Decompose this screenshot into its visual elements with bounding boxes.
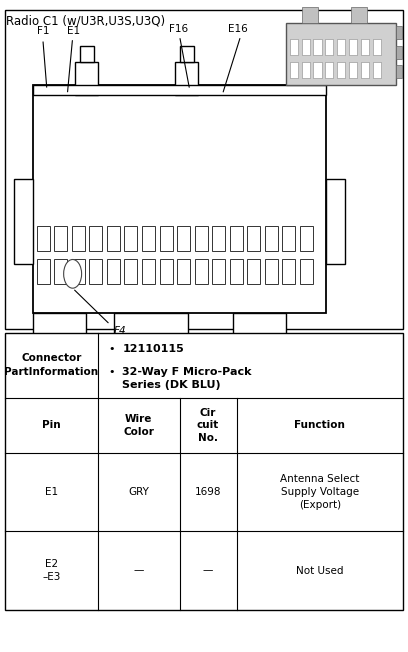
Bar [37,259,50,284]
Bar [325,62,333,78]
Bar [337,39,345,55]
Text: F4: F4 [113,326,126,336]
Text: GRY: GRY [128,487,149,497]
Text: 12110115: 12110115 [122,344,184,354]
Bar [5,333,403,610]
Bar [282,259,295,284]
Text: F1: F1 [37,26,49,36]
Text: E2
–E3: E2 –E3 [42,559,61,582]
Text: —: — [203,565,213,576]
Text: •: • [108,344,115,354]
Bar [89,226,102,251]
Bar [177,259,190,284]
Text: •: • [108,367,115,377]
Bar [373,62,381,78]
Bar [75,62,98,95]
Bar [300,226,313,251]
Bar [180,46,194,62]
Text: Not Used: Not Used [296,565,344,576]
Bar [89,259,102,284]
Text: Wire
Color: Wire Color [123,414,154,437]
Bar [54,259,67,284]
Bar [265,226,278,251]
Bar [33,85,326,95]
Bar [177,226,190,251]
Bar [247,226,260,251]
Bar [230,226,243,251]
Bar [195,226,208,251]
Text: —: — [133,565,144,576]
Bar [351,7,367,23]
Bar [337,62,345,78]
Bar [302,39,310,55]
Bar [290,62,298,78]
Bar [33,313,86,342]
Bar [107,259,120,284]
Bar [195,259,208,284]
Bar [212,226,225,251]
Text: Antenna Select
Supply Voltage
(Export): Antenna Select Supply Voltage (Export) [280,474,359,511]
Bar [80,46,94,62]
Text: Connector
PartInformation: Connector PartInformation [4,353,98,377]
Bar [14,179,33,264]
Bar [114,313,188,342]
Bar [396,46,402,59]
Circle shape [64,259,82,288]
Bar [302,7,318,23]
Bar [396,26,402,39]
Bar [286,23,396,85]
Bar [396,65,402,78]
Text: Pin: Pin [42,421,61,430]
Text: E16: E16 [228,24,248,34]
Bar [160,226,173,251]
Bar [265,259,278,284]
Bar [361,39,369,55]
Bar [37,226,50,251]
Bar [142,259,155,284]
Bar [124,259,137,284]
Bar [282,226,295,251]
Bar [300,259,313,284]
Bar [175,62,198,95]
Bar [160,259,173,284]
Bar [233,313,286,342]
Text: 1698: 1698 [195,487,221,497]
Text: F16: F16 [169,24,188,34]
Bar [302,62,310,78]
Bar [349,62,357,78]
Bar [247,259,260,284]
Bar [72,226,85,251]
Bar [325,39,333,55]
Bar [212,259,225,284]
Bar [72,259,85,284]
Text: E1: E1 [67,26,80,36]
Text: E1: E1 [45,487,58,497]
Bar [230,259,243,284]
Bar [361,62,369,78]
Bar [349,39,357,55]
Text: Cir
cuit
No.: Cir cuit No. [197,408,219,443]
Bar [373,39,381,55]
Text: Radio C1 (w/U3R,U3S,U3Q): Radio C1 (w/U3R,U3S,U3Q) [6,14,165,27]
Text: 32-Way F Micro-Pack
Series (DK BLU): 32-Way F Micro-Pack Series (DK BLU) [122,367,252,391]
Bar [290,39,298,55]
Bar [107,226,120,251]
Bar [142,226,155,251]
Bar [33,85,326,313]
Bar [5,10,403,329]
Text: Function: Function [295,421,345,430]
Bar [313,39,322,55]
Bar [54,226,67,251]
Bar [124,226,137,251]
Bar [313,62,322,78]
Bar [326,179,345,264]
